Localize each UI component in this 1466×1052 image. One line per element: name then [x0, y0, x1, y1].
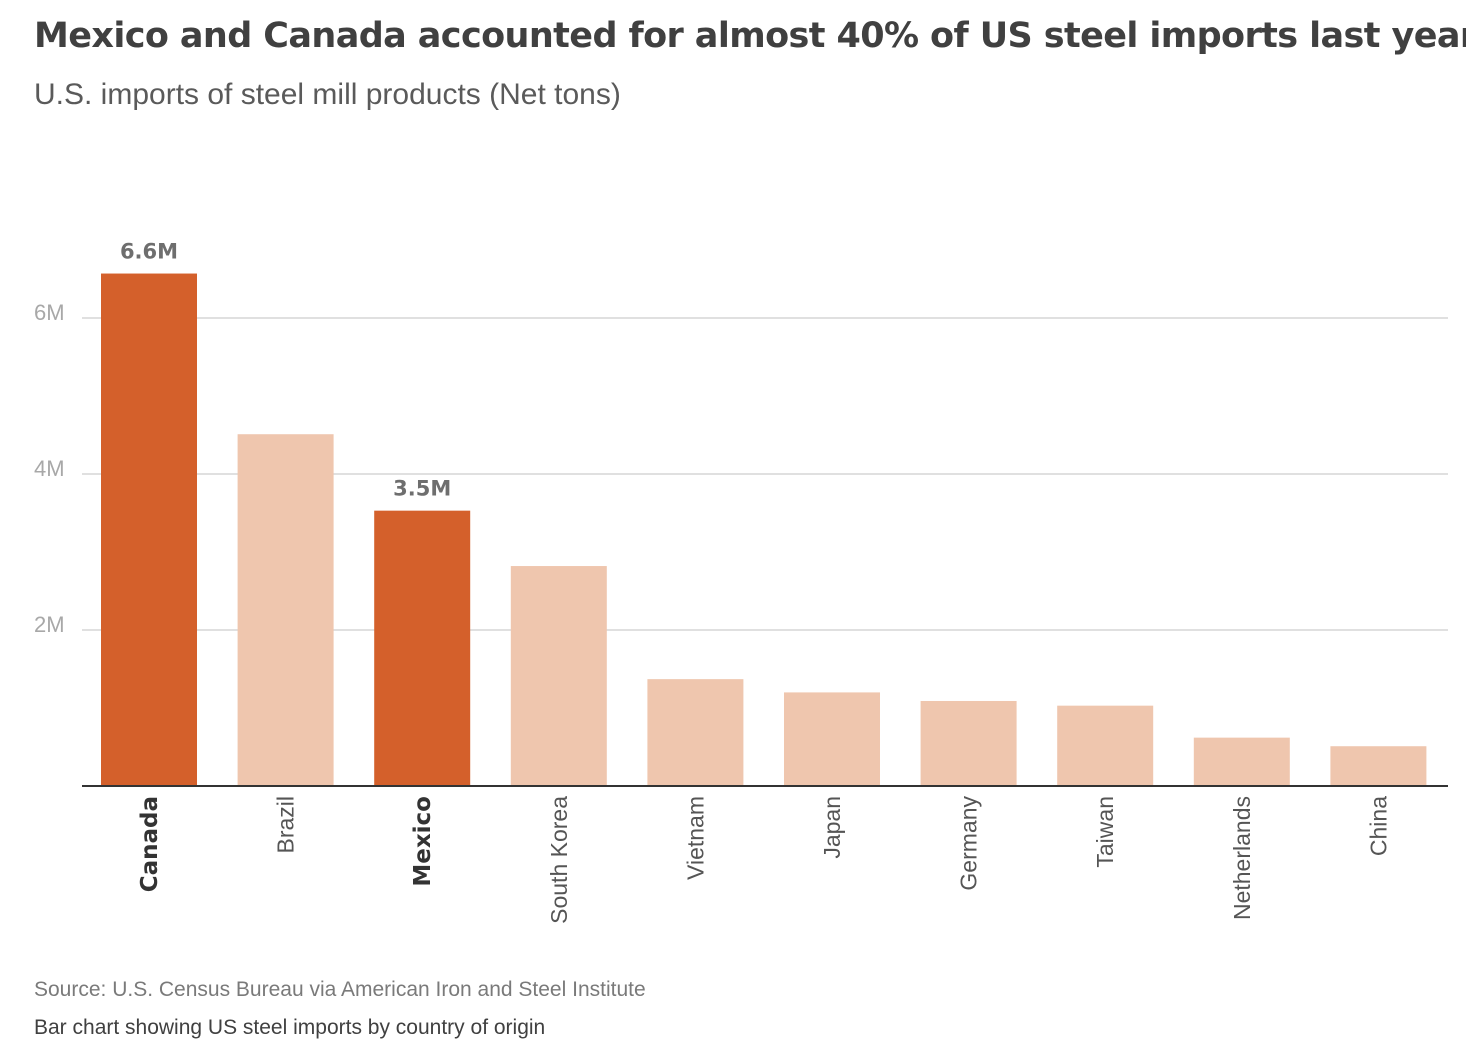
bar-south-korea: [510, 566, 607, 786]
data-label: 6.6M: [120, 240, 178, 264]
bar-mexico: [374, 510, 471, 786]
category-labels: Canada Brazil Mexico South Korea Vietnam Japa…: [137, 796, 1391, 924]
chart-caption: Bar chart showing US steel imports by co…: [34, 1016, 546, 1039]
x-tick-label: Mexico: [410, 796, 436, 887]
bar-taiwan: [1057, 705, 1154, 786]
bar-germany: [920, 700, 1017, 786]
source-note: Source: U.S. Census Bureau via American …: [34, 978, 646, 1001]
bar-china: [1330, 746, 1427, 786]
x-tick-label: South Korea: [546, 796, 572, 924]
x-tick-label: Japan: [819, 796, 845, 859]
x-tick-label: Netherlands: [1229, 796, 1255, 920]
bar-canada: [101, 273, 197, 786]
y-tick-label: 2M: [34, 612, 65, 637]
chart-title: Mexico and Canada accounted for almost 4…: [34, 16, 1466, 56]
bar-brazil: [237, 434, 334, 786]
x-tick-label: Vietnam: [682, 796, 708, 880]
x-tick-label: Taiwan: [1092, 796, 1118, 868]
y-tick-label: 4M: [34, 456, 65, 481]
x-tick-label: Brazil: [273, 796, 299, 854]
chart-subtitle: U.S. imports of steel mill products (Net…: [34, 78, 621, 111]
bars: [101, 273, 1427, 786]
data-labels: 6.6M 3.5M: [120, 240, 451, 501]
x-tick-label: China: [1365, 796, 1391, 856]
y-tick-label: 6M: [34, 300, 65, 325]
data-label: 3.5M: [393, 477, 451, 501]
bar-netherlands: [1193, 737, 1290, 786]
x-tick-label: Germany: [956, 796, 982, 891]
bar-vietnam: [647, 679, 744, 786]
bar-chart: 2M 4M 6M 6.6M 3.5M Canada Brazil Mexico South …: [34, 240, 1448, 924]
bar-japan: [784, 692, 880, 786]
x-tick-label: Canada: [137, 796, 163, 892]
